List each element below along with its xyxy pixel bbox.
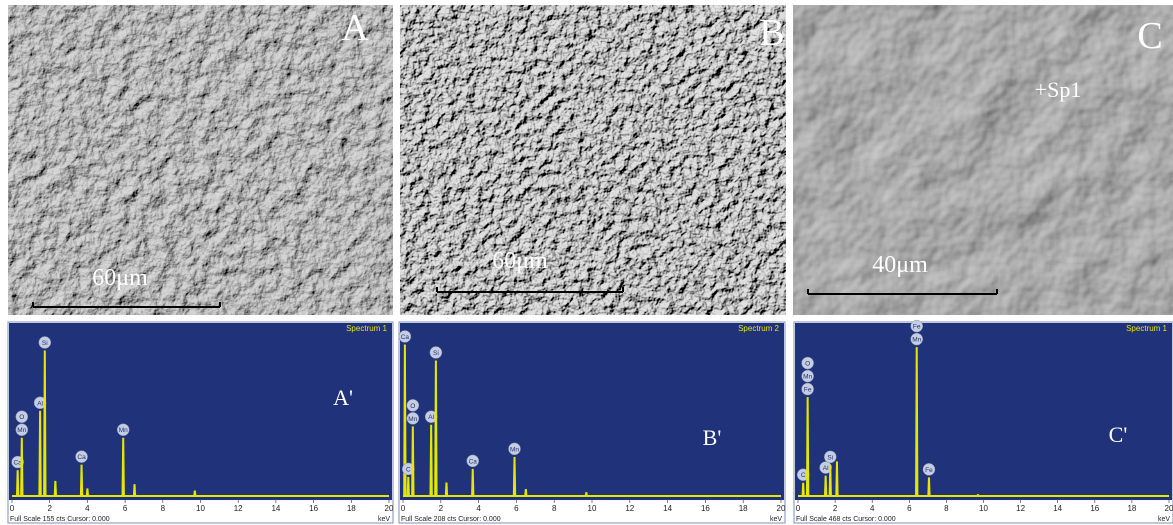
scale-bar-label: 40μm [872,252,928,278]
element-label: Si [827,454,833,461]
x-tick-label: 20 [385,504,394,513]
x-tick-label: 14 [663,504,672,513]
x-tick-label: 14 [1053,504,1062,513]
x-tick-label: 18 [347,504,356,513]
baseline [12,495,389,497]
x-tick-label: 16 [309,504,318,513]
x-tick-label: 2 [833,504,838,513]
element-label: Si [433,350,439,357]
scale-bar-label: 60μm [92,265,148,291]
x-tick-label: 10 [588,504,597,513]
x-tick-label: 0 [10,504,15,513]
baseline [403,495,781,497]
element-label: Mn [17,427,26,434]
x-tick-label: 20 [1165,504,1173,513]
x-tick-label: 4 [85,504,90,513]
sem-image [400,5,786,315]
element-label: Fe [804,387,812,394]
element-label: C [801,472,806,479]
element-label: O [19,414,24,421]
x-tick-label: 10 [196,504,205,513]
spectrum-label: A' [333,385,353,410]
sem-image [8,5,393,315]
element-label: Mn [510,446,519,453]
element-label: Al [823,465,829,472]
element-label: Mn [912,337,921,344]
panel-label: A [341,7,369,49]
spectrum-footer: Full Scale 155 cts Cursor: 0.000 [10,516,110,523]
figure: A 60μm Spectrum 1 Ca O Mn Al Si Ca Mn 0 2 4 6 8 10 12 14 1… [0,0,1173,525]
element-label: C [406,466,411,473]
x-tick-label: 8 [944,504,949,513]
element-label: Ca [401,334,410,341]
x-tick-label: 20 [777,504,786,513]
x-tick-label: 8 [161,504,166,513]
x-tick-label: 16 [1090,504,1099,513]
spectrum-title: Spectrum 2 [738,324,779,333]
spectrum-label: B' [703,425,722,450]
baseline [798,495,1169,497]
sem-image [793,5,1173,315]
spectrum-plot [9,323,392,500]
x-tick-label: 8 [552,504,557,513]
element-label: Ca [469,458,478,465]
x-tick-label: 12 [625,504,634,513]
x-tick-label: 0 [401,504,406,513]
x-tick-label: 4 [870,504,875,513]
element-label: Mn [408,416,417,423]
element-label: Ca [77,454,86,461]
x-tick-label: 12 [1016,504,1025,513]
x-tick-label: 2 [439,504,444,513]
spectrum-plot [400,323,784,500]
x-tick-label: 18 [739,504,748,513]
x-tick-label: 18 [1127,504,1136,513]
x-tick-label: 0 [796,504,801,513]
element-label: O [805,361,810,368]
spectrum-label: C' [1109,422,1128,447]
element-label: Al [428,414,434,421]
x-unit: keV [1158,516,1170,523]
x-tick-label: 14 [271,504,280,513]
element-label: Mn [119,427,128,434]
x-tick-label: 4 [476,504,481,513]
x-tick-label: 2 [47,504,52,513]
panel-label: B [759,12,784,54]
element-label: Al [37,400,43,407]
x-tick-label: 10 [979,504,988,513]
element-label: Fe [925,467,933,474]
x-tick-label: 6 [907,504,912,513]
x-unit: keV [378,516,390,523]
x-tick-label: 6 [514,504,519,513]
scale-bar-label: 60μm [492,248,548,274]
spectrum-title: Spectrum 1 [346,324,387,333]
spectrum-title: Spectrum 1 [1126,324,1167,333]
x-tick-label: 16 [701,504,710,513]
element-label: Si [42,340,48,347]
point-annotation: +Sp1 [1035,77,1082,102]
spectrum-footer: Full Scale 208 cts Cursor: 0.000 [401,516,501,523]
spectrum-footer: Full Scale 468 cts Cursor: 0.000 [796,516,896,523]
x-unit: keV [770,516,782,523]
element-label: O [410,403,415,410]
element-label: Mn [803,374,812,381]
element-label: Fe [913,324,921,331]
x-tick-label: 12 [234,504,243,513]
panel-label: C [1137,15,1162,57]
spectrum-plot [795,323,1172,500]
x-tick-label: 6 [123,504,128,513]
